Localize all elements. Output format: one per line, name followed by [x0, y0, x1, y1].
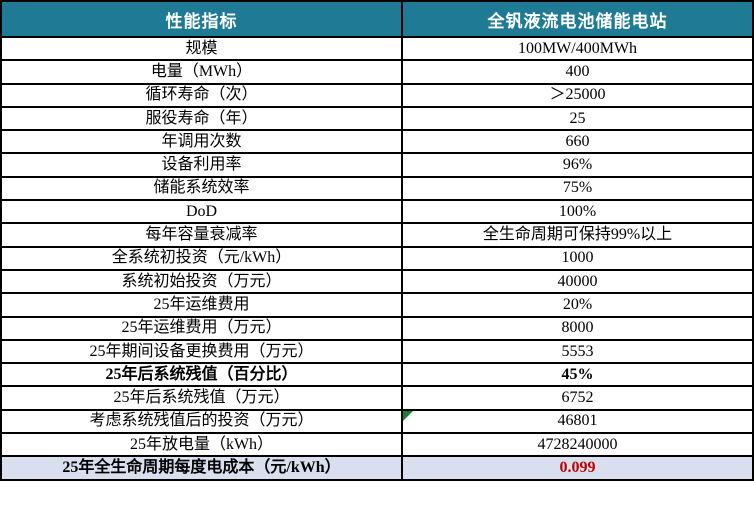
- row-label: 每年容量衰减率: [0, 222, 403, 248]
- table-row: 年调用次数 660: [0, 129, 754, 155]
- table-row: 25年后系统残值（百分比） 45%: [0, 362, 754, 388]
- row-value: 100MW/400MWh: [401, 35, 754, 62]
- row-label: 25年后系统残值（百分比）: [0, 362, 403, 388]
- row-label: DoD: [0, 199, 403, 225]
- row-value: 400: [401, 59, 754, 85]
- row-value: 46801: [401, 408, 754, 435]
- row-label: 考虑系统残值后的投资（万元）: [0, 408, 403, 435]
- table-row: 每年容量衰减率 全生命周期可保持99%以上: [0, 222, 754, 248]
- row-value: 96%: [401, 152, 754, 178]
- row-value: 4728240000: [401, 432, 754, 458]
- row-label: 25年运维费用（万元）: [0, 315, 403, 341]
- table-row: 系统初始投资（万元） 40000: [0, 268, 754, 295]
- row-label: 电量（MWh）: [0, 59, 403, 85]
- row-label: 25年全生命周期每度电成本（元/kWh）: [0, 455, 403, 481]
- row-label: 循环寿命（次）: [0, 82, 403, 108]
- row-label: 储能系统效率: [0, 175, 403, 202]
- row-label: 设备利用率: [0, 152, 403, 178]
- row-label: 25年后系统残值（万元）: [0, 385, 403, 411]
- row-value: 25: [401, 105, 754, 132]
- row-label: 服役寿命（年）: [0, 105, 403, 132]
- table-body: 规模 100MW/400MWh 电量（MWh） 400 循环寿命（次） ＞250…: [0, 35, 754, 481]
- row-value: 6752: [401, 385, 754, 411]
- row-label: 年调用次数: [0, 129, 403, 155]
- table-row: DoD 100%: [0, 199, 754, 225]
- table-row: 25年全生命周期每度电成本（元/kWh） 0.099: [0, 455, 754, 481]
- row-value: 660: [401, 129, 754, 155]
- table-row: 规模 100MW/400MWh: [0, 35, 754, 62]
- row-value: ＞25000: [401, 82, 754, 108]
- performance-table: 性能指标 全钒液流电池储能电站 规模 100MW/400MWh 电量（MWh） …: [0, 0, 754, 481]
- table-row: 设备利用率 96%: [0, 152, 754, 178]
- table-row: 25年运维费用 20%: [0, 292, 754, 318]
- table-row: 25年放电量（kWh） 4728240000: [0, 432, 754, 458]
- table-row: 25年期间设备更换费用（万元） 5553: [0, 338, 754, 365]
- table-row: 循环寿命（次） ＞25000: [0, 82, 754, 108]
- row-value: 45%: [401, 362, 754, 388]
- row-label: 全系统初投资（元/kWh）: [0, 245, 403, 271]
- table-row: 全系统初投资（元/kWh） 1000: [0, 245, 754, 271]
- table-row: 25年后系统残值（万元） 6752: [0, 385, 754, 411]
- header-row: 性能指标 全钒液流电池储能电站: [0, 0, 754, 38]
- table-row: 电量（MWh） 400: [0, 59, 754, 85]
- row-value: 20%: [401, 292, 754, 318]
- row-value: 全生命周期可保持99%以上: [401, 222, 754, 248]
- row-label: 25年期间设备更换费用（万元）: [0, 338, 403, 365]
- table-row: 考虑系统残值后的投资（万元） 46801: [0, 408, 754, 435]
- row-value: 5553: [401, 338, 754, 365]
- row-label: 25年运维费用: [0, 292, 403, 318]
- row-value: 8000: [401, 315, 754, 341]
- row-label: 25年放电量（kWh）: [0, 432, 403, 458]
- row-label: 规模: [0, 35, 403, 62]
- row-value: 100%: [401, 199, 754, 225]
- row-value: 0.099: [401, 455, 754, 481]
- table-row: 服役寿命（年） 25: [0, 105, 754, 132]
- row-value: 1000: [401, 245, 754, 271]
- table-row: 25年运维费用（万元） 8000: [0, 315, 754, 341]
- header-cell-indicator: 性能指标: [0, 0, 403, 38]
- row-value: 75%: [401, 175, 754, 202]
- row-value: 40000: [401, 268, 754, 295]
- table-row: 储能系统效率 75%: [0, 175, 754, 202]
- row-label: 系统初始投资（万元）: [0, 268, 403, 295]
- corner-triangle-icon: [404, 411, 413, 421]
- header-cell-station: 全钒液流电池储能电站: [401, 0, 754, 38]
